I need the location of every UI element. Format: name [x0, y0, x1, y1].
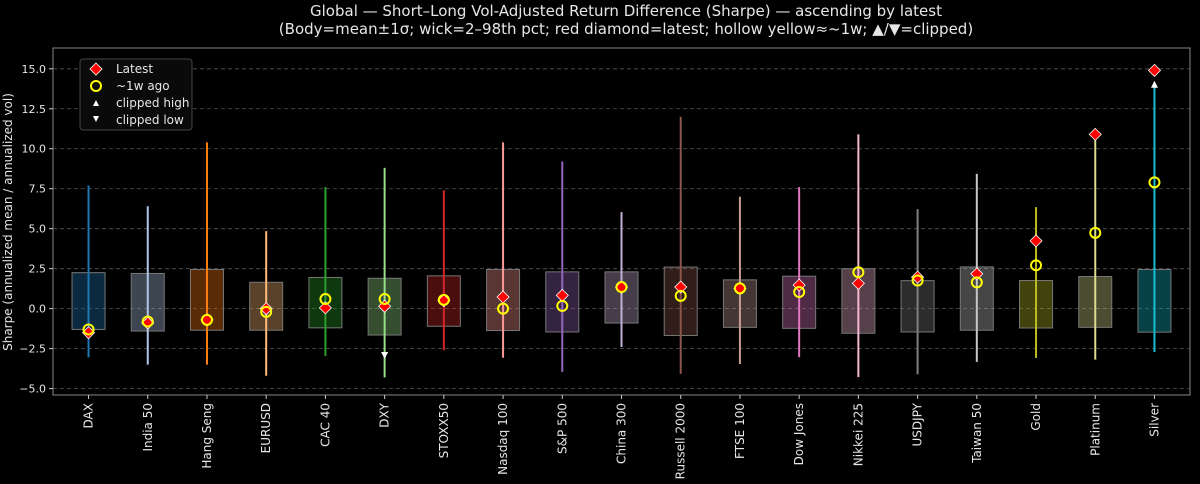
x-ticks: DAX India 50 Hang Seng EURUSD CAC 40 DXY STOXX… [82, 395, 1161, 479]
x-tick-label: Dow Jones [792, 403, 806, 465]
y-tick-label: 10.0 [22, 143, 47, 156]
latest-marker-18 [1147, 63, 1162, 77]
week-ago-marker-12 [793, 286, 806, 299]
latest-marker-16 [1029, 234, 1043, 248]
y-ticks: −5.0 −2.5 0.0 2.5 5.0 7.5 10.0 12.5 15.0 [19, 63, 53, 396]
x-tick-label: Platinum [1088, 403, 1102, 456]
week-ago-marker-13 [852, 266, 865, 279]
legend-clipped-high: clipped high [116, 96, 189, 110]
x-tick-label: Gold [1029, 403, 1043, 431]
y-tick-label: 0.0 [29, 303, 47, 316]
y-tick-label: 5.0 [29, 223, 47, 236]
y-tick-label: 2.5 [29, 263, 47, 276]
x-tick-label: China 300 [615, 403, 629, 464]
x-tick-label: Nikkei 225 [851, 403, 865, 466]
week-ago-marker-1 [141, 315, 154, 328]
week-ago-marker-8 [556, 299, 569, 312]
y-tick-label: −2.5 [19, 343, 46, 356]
latest-marker-17 [1088, 127, 1102, 141]
clipped-low-marker-5 [381, 352, 389, 360]
week-ago-marker-5 [378, 293, 391, 306]
y-tick-label: −5.0 [19, 383, 46, 396]
legend-latest: Latest [116, 62, 153, 76]
y-axis-label: Sharpe (annualized mean / annualized vol… [1, 93, 15, 351]
legend-clipped-low-icon [93, 116, 99, 122]
latest-marker-5 [378, 299, 392, 313]
week-ago-marker-10 [674, 289, 687, 302]
week-ago-marker-0 [82, 323, 95, 336]
x-tick-label: DXY [378, 402, 392, 427]
chart-subtitle: (Body=mean±1σ; wick=2–98th pct; red diam… [279, 20, 973, 38]
week-ago-marker-14 [911, 274, 924, 287]
x-tick-label: India 50 [141, 403, 155, 452]
clipped-high-marker-18 [1150, 80, 1158, 88]
latest-marker-14 [911, 270, 925, 284]
x-tick-label: FTSE 100 [733, 403, 747, 459]
x-tick-label: Taiwan 50 [970, 403, 984, 464]
legend-week-ago: ~1w ago [116, 79, 170, 93]
chart-marks [71, 63, 1172, 378]
week-ago-marker-4 [319, 293, 332, 306]
week-ago-marker-17 [1089, 226, 1102, 239]
y-tick-label: 12.5 [22, 103, 47, 116]
y-tick-label: 15.0 [22, 63, 47, 76]
week-ago-marker-7 [497, 302, 510, 315]
x-tick-label: Nasdaq 100 [496, 403, 510, 475]
x-tick-label: CAC 40 [318, 403, 332, 447]
week-ago-marker-11 [733, 282, 746, 295]
x-tick-label: Silver [1147, 403, 1161, 437]
chart-title: Global — Short–Long Vol-Adjusted Return … [310, 2, 942, 20]
legend-week-ago-icon [90, 80, 102, 92]
x-tick-label: Hang Seng [200, 403, 214, 469]
legend-clipped-low: clipped low [116, 113, 184, 127]
x-tick-label: Russell 2000 [674, 403, 688, 479]
x-tick-label: S&P 500 [555, 403, 569, 454]
x-tick-label: DAX [82, 403, 96, 428]
week-ago-marker-18 [1148, 176, 1161, 189]
x-tick-label: USDJPY [911, 402, 925, 446]
legend-clipped-high-icon [93, 100, 99, 106]
week-ago-marker-2 [200, 313, 213, 326]
latest-marker-15 [970, 267, 984, 281]
legend-box [79, 58, 193, 131]
latest-marker-3 [259, 302, 273, 316]
y-tick-label: 7.5 [29, 183, 47, 196]
week-ago-marker-16 [1030, 259, 1043, 272]
week-ago-marker-3 [260, 305, 273, 318]
week-ago-marker-9 [615, 281, 628, 294]
legend: Latest ~1w ago clipped high clipped low [79, 58, 193, 131]
week-ago-marker-15 [970, 276, 983, 289]
latest-marker-10 [674, 280, 688, 294]
legend-latest-icon [89, 62, 103, 76]
latest-marker-4 [318, 301, 332, 315]
x-tick-label: STOXX50 [437, 403, 451, 458]
latest-marker-13 [851, 276, 865, 290]
week-ago-marker-6 [437, 293, 450, 306]
x-tick-label: EURUSD [259, 403, 273, 453]
